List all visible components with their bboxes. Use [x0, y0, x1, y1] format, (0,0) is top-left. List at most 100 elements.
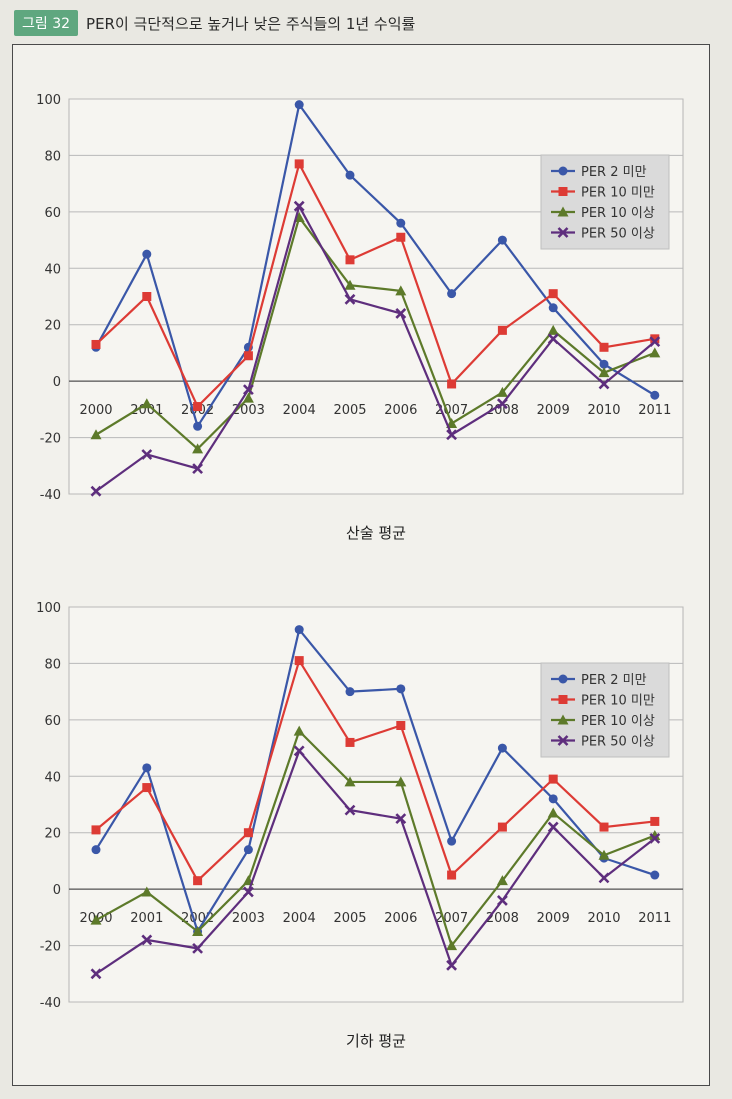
series-1: [91, 159, 660, 412]
legend-marker: [557, 206, 569, 217]
data-point: [496, 895, 508, 906]
x-tick-label: 2001: [130, 403, 163, 418]
x-tick-label: 2005: [333, 911, 366, 926]
legend-label: PER 10 이상: [581, 714, 655, 729]
legend-marker: [558, 166, 568, 176]
series-line: [95, 729, 656, 948]
data-point: [294, 625, 304, 635]
data-point: [141, 449, 153, 460]
data-point: [598, 367, 610, 378]
data-point: [599, 342, 609, 352]
data-point: [345, 687, 355, 697]
series-3: [90, 200, 661, 497]
y-tick-label: 20: [44, 827, 61, 842]
data-point: [497, 235, 507, 245]
data-point: [192, 925, 204, 936]
legend-marker: [558, 674, 568, 684]
legend: PER 2 미만 PER 10 미만 PER 10 이상 PER 50 이상: [540, 662, 670, 758]
x-tick-label: 2009: [537, 911, 570, 926]
series-2: [90, 725, 661, 951]
series-line: [95, 160, 655, 409]
data-point: [396, 218, 406, 228]
data-point: [599, 822, 609, 832]
data-point: [395, 308, 407, 319]
y-tick-label: 80: [44, 149, 61, 164]
data-point: [447, 870, 457, 880]
data-point: [547, 324, 559, 335]
y-tick-label: 0: [53, 883, 61, 898]
data-point: [90, 485, 102, 497]
figure-title: PER이 극단적으로 높거나 낮은 주식들의 1년 수익률: [86, 14, 416, 33]
data-point: [344, 804, 356, 816]
data-point: [91, 845, 101, 855]
data-point: [548, 794, 558, 804]
data-point: [142, 292, 152, 301]
figure-header: 그림 32 PER이 극단적으로 높거나 낮은 주식들의 1년 수익률: [14, 10, 415, 36]
x-tick-label: 2006: [384, 911, 417, 926]
data-point: [141, 398, 153, 409]
legend: PER 2 미만 PER 10 미만 PER 10 이상 PER 50 이상: [540, 154, 670, 250]
data-point: [294, 159, 304, 169]
data-point: [650, 816, 660, 826]
data-point: [243, 828, 253, 838]
data-point: [650, 390, 660, 400]
legend-label: PER 2 미만: [581, 165, 647, 180]
data-point: [192, 443, 204, 454]
data-point: [142, 249, 152, 259]
data-point: [548, 289, 558, 299]
data-point: [192, 463, 204, 475]
data-point: [650, 334, 660, 344]
y-tick-label: 40: [44, 262, 61, 277]
legend-label: PER 10 이상: [581, 206, 655, 221]
x-tick-label: 2008: [486, 403, 519, 418]
data-point: [649, 832, 661, 844]
data-point: [496, 875, 508, 886]
data-point: [243, 351, 253, 361]
data-point: [497, 325, 507, 335]
data-point: [496, 386, 508, 397]
series-line: [95, 101, 656, 429]
data-point: [90, 968, 102, 980]
data-point: [497, 822, 507, 832]
data-point: [345, 255, 355, 265]
figure-label: 그림 32: [14, 10, 79, 36]
data-point: [649, 347, 661, 358]
x-tick-label: 2001: [130, 911, 163, 926]
x-tick-label: 2005: [333, 403, 366, 418]
data-point: [90, 914, 102, 925]
data-point: [345, 737, 355, 747]
data-point: [90, 429, 102, 440]
data-point: [142, 763, 152, 773]
chart-arithmetic-mean: 100806040200-20-402000200120022003200420…: [36, 93, 684, 542]
x-tick-label: 2010: [587, 403, 620, 418]
y-tick-label: -20: [40, 432, 61, 447]
x-tick-label: 2007: [435, 911, 468, 926]
y-tick-label: 0: [53, 375, 61, 390]
y-tick-label: -40: [40, 488, 61, 503]
y-tick-label: 100: [36, 93, 61, 108]
data-point: [141, 886, 153, 897]
x-tick-label: 2004: [283, 403, 316, 418]
series-line: [95, 657, 655, 883]
data-point: [91, 339, 101, 349]
data-point: [548, 303, 558, 313]
data-point: [547, 333, 559, 345]
data-point: [548, 774, 558, 784]
legend-label: PER 10 미만: [581, 186, 655, 201]
data-point: [598, 872, 610, 884]
legend-marker: [557, 227, 569, 238]
data-point: [193, 421, 203, 431]
legend-label: PER 50 이상: [581, 735, 655, 750]
data-point: [293, 200, 305, 212]
data-point: [91, 825, 101, 835]
data-point: [293, 745, 305, 757]
x-tick-label: 2000: [79, 403, 112, 418]
y-tick-label: 60: [44, 714, 61, 729]
x-tick-label: 2003: [232, 911, 265, 926]
data-point: [650, 870, 660, 880]
data-point: [446, 429, 458, 441]
chart-caption: 산술 평균: [346, 524, 406, 542]
data-point: [243, 845, 253, 855]
data-point: [497, 743, 507, 753]
data-point: [598, 378, 610, 390]
